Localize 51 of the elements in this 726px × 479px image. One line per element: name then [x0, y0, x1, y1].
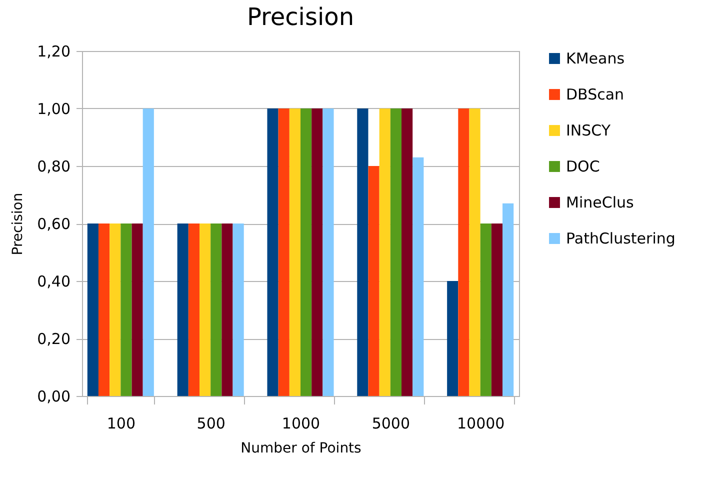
bar — [502, 203, 514, 396]
y-tick-label: 1,20 — [37, 42, 70, 60]
legend-label: DBScan — [566, 86, 624, 104]
bar — [232, 224, 244, 396]
bar — [132, 224, 143, 396]
legend-label: INSCY — [566, 122, 612, 140]
bar — [289, 108, 300, 396]
bar — [458, 108, 470, 396]
bar — [188, 224, 200, 396]
bar — [469, 108, 480, 396]
bar — [322, 108, 334, 396]
bar — [368, 166, 380, 396]
y-tick-label: 0,80 — [37, 158, 70, 176]
bar — [267, 108, 278, 396]
bar — [390, 108, 402, 396]
bar — [222, 224, 233, 396]
y-axis-title: Precision — [10, 192, 26, 256]
bar — [312, 108, 323, 396]
legend-label: MineClus — [566, 194, 634, 212]
bar — [379, 108, 390, 396]
bar — [177, 224, 188, 396]
x-tick-label: 500 — [196, 414, 226, 432]
y-tick-label: 1,00 — [37, 100, 70, 118]
y-tick-label: 0,40 — [37, 272, 70, 290]
bar — [357, 108, 368, 396]
x-axis-title: Number of Points — [240, 440, 362, 456]
legend-label: PathClustering — [566, 230, 676, 248]
bar — [87, 224, 98, 396]
bar — [402, 108, 413, 396]
legend-label: DOC — [566, 158, 600, 176]
bar — [412, 157, 424, 396]
bar — [480, 224, 492, 396]
bar — [120, 224, 132, 396]
y-tick-label: 0,00 — [37, 388, 70, 406]
x-tick-label: 10000 — [456, 414, 505, 432]
bar — [98, 224, 110, 396]
y-tick-label: 0,20 — [37, 330, 70, 348]
x-tick-label: 1000 — [282, 414, 320, 432]
chart-title: Precision — [246, 3, 354, 31]
bar — [210, 224, 222, 396]
bar — [199, 224, 211, 396]
bar — [447, 281, 458, 396]
bar — [278, 108, 290, 396]
bar — [300, 108, 312, 396]
y-tick-label: 0,60 — [37, 215, 70, 233]
legend-label: KMeans — [566, 50, 625, 68]
bar — [142, 108, 154, 396]
x-tick-label: 5000 — [372, 414, 410, 432]
x-tick-label: 100 — [106, 414, 136, 432]
bar — [491, 224, 503, 396]
bar — [110, 224, 121, 396]
